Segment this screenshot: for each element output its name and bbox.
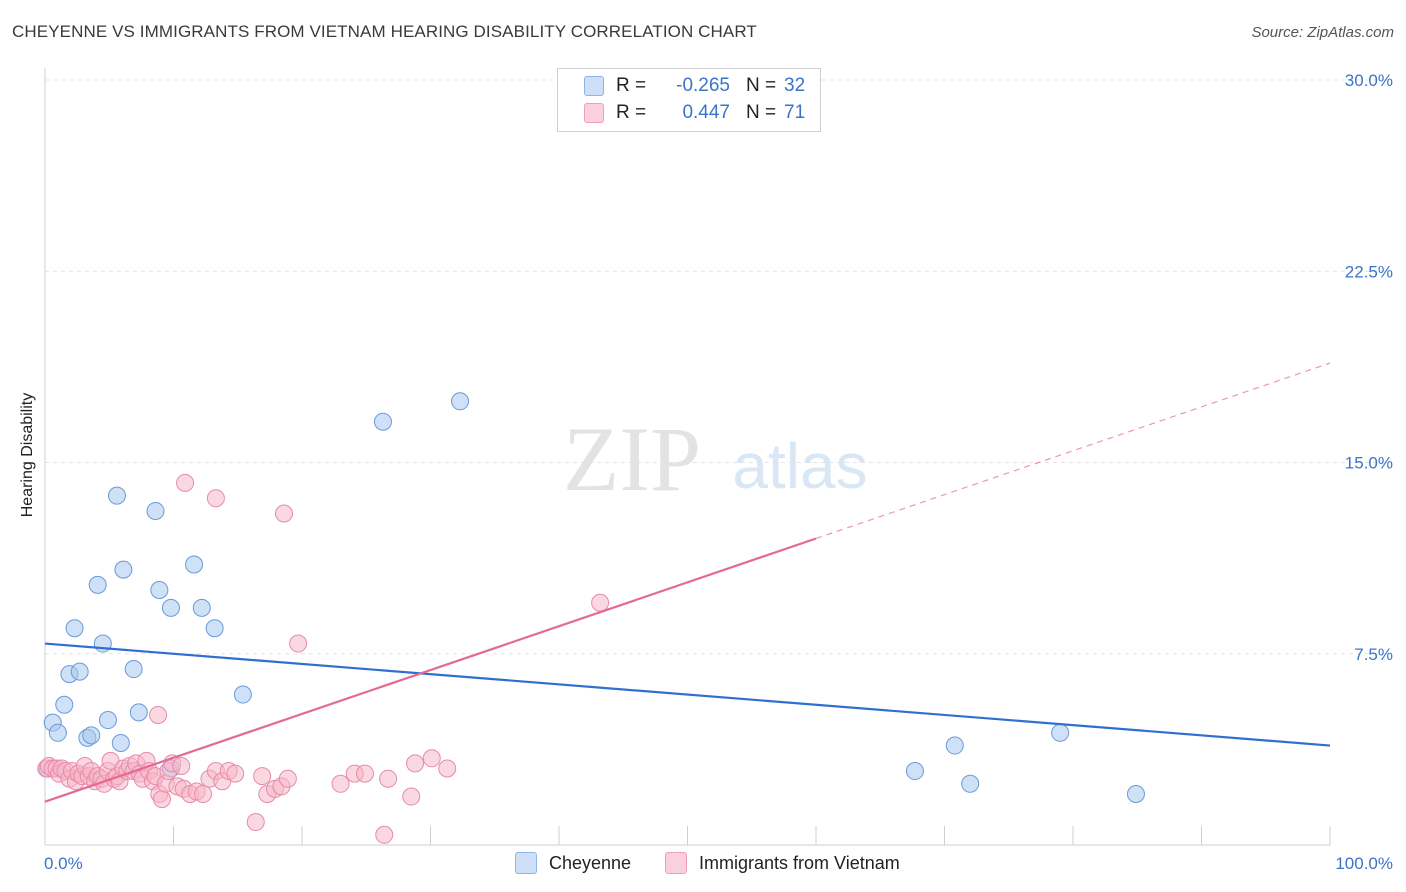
vietnam-point bbox=[246, 813, 265, 832]
vietnam-point bbox=[194, 785, 213, 803]
cheyenne-point bbox=[1126, 785, 1145, 803]
cheyenne-point bbox=[1051, 723, 1070, 742]
vietnam-point bbox=[331, 774, 350, 793]
stats-row-cheyenne: R = -0.265 N = 32 bbox=[558, 73, 805, 99]
vietnam-point bbox=[176, 473, 195, 492]
vietnam-point bbox=[149, 705, 168, 724]
vietnam-point bbox=[226, 764, 245, 783]
cheyenne-legend-swatch bbox=[515, 852, 537, 874]
x-tick-label-min: 0.0% bbox=[44, 854, 83, 873]
cheyenne-point bbox=[88, 575, 107, 594]
cheyenne-point bbox=[82, 726, 101, 745]
cheyenne-point bbox=[233, 685, 252, 704]
r-label: R = bbox=[616, 102, 647, 123]
x-tick-label-max: 100.0% bbox=[1335, 854, 1393, 873]
vietnam-point bbox=[438, 759, 457, 778]
cheyenne-point bbox=[373, 412, 392, 431]
n-label: N = bbox=[746, 102, 777, 123]
watermark-zip: ZIP bbox=[563, 408, 701, 510]
vietnam-point bbox=[379, 769, 398, 788]
r-value: -0.265 bbox=[676, 75, 730, 96]
legend-label-cheyenne: Cheyenne bbox=[549, 852, 632, 873]
vietnam-point bbox=[275, 504, 294, 523]
cheyenne-point bbox=[70, 662, 89, 681]
y-axis-label: Hearing Disability bbox=[19, 392, 36, 518]
y-tick-label: 30.0% bbox=[1345, 71, 1393, 90]
cheyenne-trend-line bbox=[44, 642, 1331, 747]
cheyenne-point bbox=[146, 501, 165, 520]
cheyenne-point bbox=[114, 560, 133, 579]
r-label: R = bbox=[616, 75, 647, 96]
cheyenne-point bbox=[192, 598, 211, 617]
vietnam-point bbox=[206, 489, 225, 508]
n-value: 32 bbox=[784, 75, 806, 96]
watermark: ZIP atlas bbox=[563, 408, 868, 510]
cheyenne-point bbox=[451, 392, 470, 411]
legend-item-cheyenne[interactable]: Cheyenne bbox=[515, 852, 631, 874]
vietnam-trend-extension bbox=[815, 362, 1331, 540]
vietnam-point bbox=[253, 767, 272, 786]
vietnam-point bbox=[172, 756, 191, 775]
cheyenne-point bbox=[65, 619, 84, 638]
tick-labels: 7.5% 15.0% 22.5% 30.0% 0.0% 100.0% bbox=[44, 71, 1393, 873]
vietnam-trend-line bbox=[44, 537, 817, 803]
cheyenne-point bbox=[905, 762, 924, 781]
vietnam-point bbox=[152, 790, 171, 809]
axes bbox=[44, 68, 1331, 846]
cheyenne-point bbox=[945, 736, 964, 755]
stats-legend: R = -0.265 N = 32 R = 0.447 N = 71 bbox=[557, 68, 821, 132]
n-label: N = bbox=[746, 75, 777, 96]
vietnam-legend-swatch bbox=[665, 852, 687, 874]
cheyenne-point bbox=[205, 619, 224, 638]
cheyenne-point bbox=[185, 555, 204, 574]
cheyenne-swatch bbox=[584, 76, 604, 96]
cheyenne-point bbox=[48, 723, 67, 742]
stats-row-vietnam: R = 0.447 N = 71 bbox=[558, 100, 805, 126]
vietnam-point bbox=[289, 634, 308, 653]
vietnam-point bbox=[406, 754, 425, 773]
r-value: 0.447 bbox=[682, 102, 730, 123]
cheyenne-point bbox=[111, 734, 130, 752]
cheyenne-point bbox=[961, 774, 980, 793]
vietnam-point bbox=[278, 769, 297, 788]
chart-title: CHEYENNE VS IMMIGRANTS FROM VIETNAM HEAR… bbox=[12, 22, 757, 41]
cheyenne-point bbox=[55, 695, 74, 714]
cheyenne-point bbox=[161, 598, 180, 617]
vietnam-point bbox=[355, 764, 374, 783]
vietnam-point bbox=[591, 593, 610, 612]
watermark-atlas: atlas bbox=[732, 430, 867, 502]
legend-label-vietnam: Immigrants from Vietnam bbox=[699, 852, 900, 873]
legend-item-vietnam[interactable]: Immigrants from Vietnam bbox=[665, 852, 900, 874]
vietnam-point bbox=[375, 825, 394, 844]
source-label: Source: ZipAtlas.com bbox=[1251, 24, 1394, 41]
vietnam-point bbox=[402, 787, 421, 806]
cheyenne-point bbox=[98, 711, 117, 730]
y-tick-label: 7.5% bbox=[1354, 645, 1393, 664]
y-tick-label: 22.5% bbox=[1345, 262, 1393, 281]
y-tick-label: 15.0% bbox=[1345, 454, 1393, 473]
trend-lines bbox=[44, 362, 1331, 803]
series-legend: Cheyenne Immigrants from Vietnam bbox=[0, 852, 1406, 878]
data-points bbox=[37, 76, 1145, 844]
cheyenne-point bbox=[124, 660, 143, 679]
cheyenne-point bbox=[129, 703, 148, 722]
cheyenne-point bbox=[150, 581, 169, 599]
vietnam-point bbox=[422, 749, 441, 768]
vietnam-swatch bbox=[584, 103, 604, 123]
n-value: 71 bbox=[784, 102, 806, 123]
cheyenne-point bbox=[107, 486, 126, 505]
gridlines bbox=[45, 79, 1390, 655]
